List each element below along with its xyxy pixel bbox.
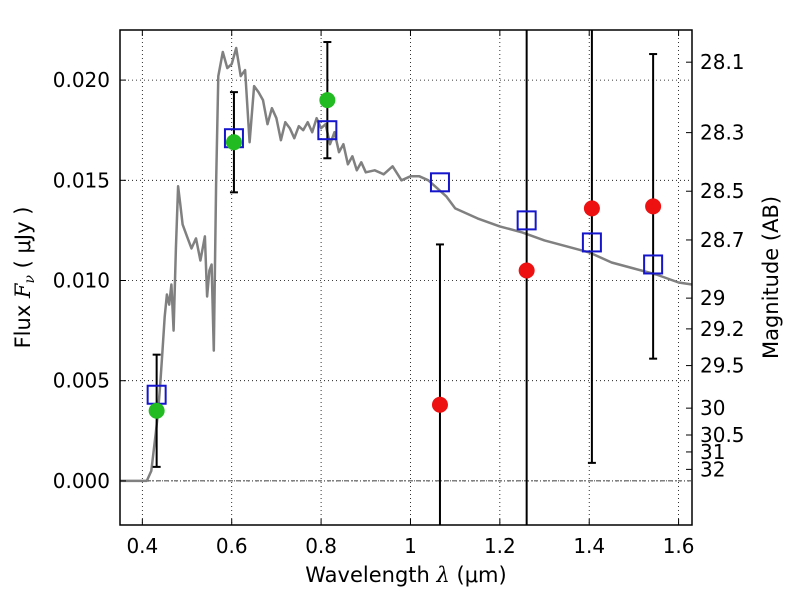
nondetection-point (431, 396, 448, 413)
y2-tick-label: 30 (700, 396, 725, 420)
nondetection-point (518, 262, 535, 279)
model-flux-square (429, 172, 450, 193)
y-tick-label: 0.015 (53, 168, 110, 192)
y-tick-label: 0.000 (53, 469, 110, 493)
x-tick-label: 1 (404, 534, 417, 558)
y2-tick-label: 29.2 (700, 317, 745, 341)
y-tick-label: 0.020 (53, 68, 110, 92)
nondetection-point (583, 200, 600, 217)
y2-tick-label: 28.1 (700, 50, 745, 74)
axis-ticks: 0.4 0.6 0.8 1 1.2 1.4 1.6 0.000 0.005 0.010 0.015 0… (53, 30, 745, 558)
model-flux-square (516, 210, 537, 231)
x-tick-label: 0.4 (126, 534, 158, 558)
error-bar (435, 243, 444, 525)
y2-tick-label: 30.5 (700, 423, 745, 447)
x-tick-label: 1.2 (484, 534, 516, 558)
model-flux-square (643, 254, 664, 275)
error-bar (587, 30, 596, 464)
y2-tick-label: 29.5 (700, 354, 745, 378)
x-axis-label: Wavelength λ (μm) (305, 563, 506, 587)
y2-tick-label: 28.7 (700, 228, 745, 252)
nondetection-point (645, 198, 662, 215)
y-axis-label: Flux Fν ( μJy ) (11, 207, 38, 349)
x-tick-label: 1.4 (573, 534, 605, 558)
y-tick-label: 0.005 (53, 369, 110, 393)
grid (120, 30, 692, 525)
secondary-y-axis-label: Magnitude (AB) (759, 196, 783, 359)
model-sed-line (120, 46, 693, 483)
detection-point (319, 92, 336, 109)
x-tick-label: 0.8 (305, 534, 337, 558)
y2-tick-label: 29 (700, 286, 725, 310)
x-tick-label: 0.6 (216, 534, 248, 558)
x-tick-label: 1.6 (663, 534, 695, 558)
detection-point (148, 402, 165, 419)
model-flux-square (581, 232, 602, 253)
error-bars (152, 30, 658, 525)
y2-tick-label: 28.3 (700, 121, 745, 145)
y2-tick-label: 31 (700, 440, 725, 464)
y2-tick-label: 28.5 (700, 179, 745, 203)
y-tick-label: 0.010 (53, 269, 110, 293)
data-markers (146, 92, 664, 419)
y2-tick-label: 32 (700, 457, 725, 481)
model-flux-square (317, 120, 338, 141)
detection-point (225, 134, 242, 151)
plot-frame (119, 29, 693, 526)
